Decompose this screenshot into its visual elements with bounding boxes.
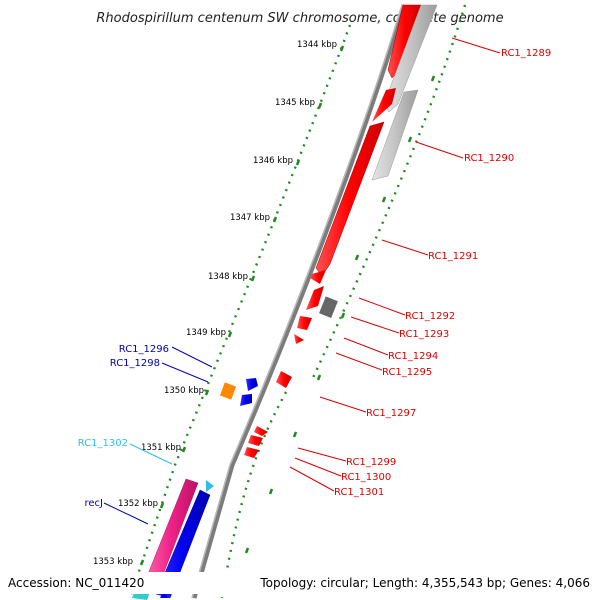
gene-label[interactable]: RC1_1292 <box>405 311 455 322</box>
gene-arrow-rc1-1298b[interactable] <box>240 394 252 406</box>
gene-label[interactable]: RC1_1289 <box>501 48 551 59</box>
tick-label: 1350 kbp <box>164 386 204 396</box>
gene-label[interactable]: RC1_1297 <box>366 408 416 419</box>
gene-arrow-rc1-1298[interactable] <box>246 378 258 391</box>
label-leaders-blue <box>103 346 213 525</box>
gene-arrow-rc1-1289-pseudo[interactable] <box>383 4 438 113</box>
gene-label[interactable]: RC1_1298 <box>110 358 160 369</box>
genome-backbone <box>191 4 407 599</box>
gene-arrow-rc1-1293[interactable] <box>319 296 338 318</box>
genome-backbone-highlight <box>191 4 403 599</box>
tick-labels: 1344 kbp 1345 kbp 1346 kbp 1347 kbp 1348… <box>93 40 337 567</box>
gene-arrow-rc1-1291[interactable] <box>315 121 385 277</box>
summary-bg <box>256 572 600 594</box>
reverse-strand-features <box>244 4 438 458</box>
gene-label[interactable]: RC1_1296 <box>119 344 169 355</box>
tick-label: 1345 kbp <box>275 98 315 108</box>
gene-label[interactable]: RC1_1299 <box>346 457 396 468</box>
gene-label[interactable]: RC1_1301 <box>334 487 384 498</box>
gene-label[interactable]: RC1_1291 <box>428 251 478 262</box>
gene-arrow-rc1-1290[interactable] <box>371 89 419 181</box>
forward-strand-features <box>132 378 258 600</box>
label-leader-cyan <box>129 443 173 465</box>
tick-label: 1347 kbp <box>230 213 270 223</box>
gene-arrow-rc1-1291b[interactable] <box>310 270 326 284</box>
tick-marks <box>139 45 436 566</box>
gene-arrow-small[interactable] <box>372 88 396 122</box>
tick-label: 1348 kbp <box>208 272 248 282</box>
gene-arrow-rc1-1301[interactable] <box>244 447 259 458</box>
gene-label[interactable]: RC1_1300 <box>341 472 391 483</box>
gene-label[interactable]: RC1_1294 <box>388 351 438 362</box>
gene-label[interactable]: RC1_1302 <box>78 438 128 449</box>
gene-arrow-rc1-1296[interactable] <box>219 382 237 400</box>
gene-label[interactable]: recJ <box>85 498 104 509</box>
gene-arrow-recj[interactable] <box>155 489 211 599</box>
genome-summary-text: Topology: circular; Length: 4,355,543 bp… <box>259 576 590 590</box>
gene-arrow-rc1-1295[interactable] <box>294 334 304 344</box>
map-title: Rhodospirillum centenum SW chromosome, c… <box>96 11 503 26</box>
tick-label: 1352 kbp <box>118 499 158 509</box>
accession-bg <box>0 572 260 594</box>
gene-label[interactable]: RC1_1293 <box>399 329 449 340</box>
gene-arrow-rc1-1300[interactable] <box>248 435 263 446</box>
label-leaders-red <box>289 37 501 492</box>
tick-label: 1349 kbp <box>186 328 226 338</box>
gene-arrow-rc1-1299[interactable] <box>254 426 268 436</box>
tick-ring <box>128 24 352 599</box>
gene-arrow-rc1-1292[interactable] <box>306 286 324 310</box>
inner-ring-lower <box>220 391 288 599</box>
tick-label: 1351 kbp <box>141 443 181 453</box>
gene-arrow-rc1-1294[interactable] <box>297 316 312 330</box>
tick-label: 1353 kbp <box>93 557 133 567</box>
gene-arrow-rc1-1297[interactable] <box>276 371 292 388</box>
gene-label[interactable]: RC1_1290 <box>464 153 514 164</box>
gene-arrow-cyan-small[interactable] <box>206 480 214 492</box>
accession-text: Accession: NC_011420 <box>8 576 144 590</box>
outer-ring-upper <box>310 4 467 381</box>
tick-label: 1346 kbp <box>253 156 293 166</box>
gene-label[interactable]: RC1_1295 <box>382 367 432 378</box>
gene-labels: RC1_1289 RC1_1290 RC1_1291 RC1_1292 RC1_… <box>78 48 552 509</box>
tick-label: 1344 kbp <box>297 40 337 50</box>
